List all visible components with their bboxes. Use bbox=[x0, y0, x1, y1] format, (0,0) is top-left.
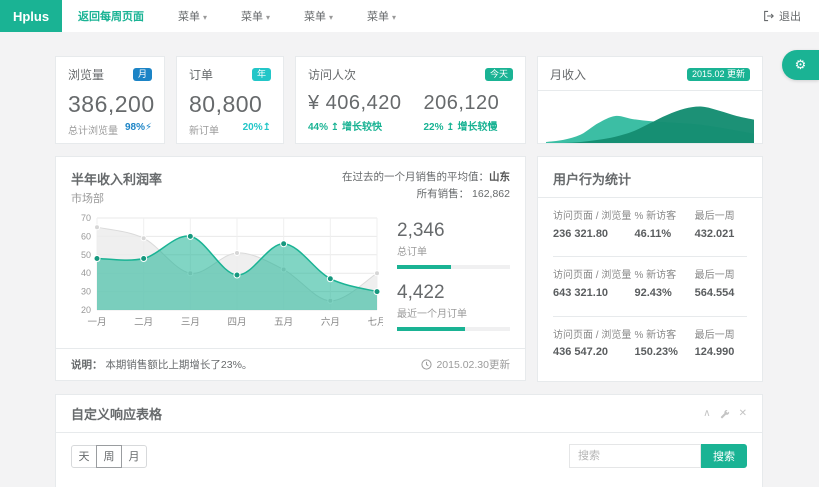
chevron-down-icon: ▾ bbox=[392, 13, 397, 22]
period-button-group: 天 周 月 bbox=[71, 444, 147, 468]
stat-card-orders: 订单 年 80,800 新订单 20%↥ bbox=[176, 56, 284, 144]
home-link[interactable]: 返回每周页面 bbox=[78, 11, 144, 23]
stat-card-visits: 访问人次 今天 ¥ 406,420 44% ↥ 增长较快 206,120 22%… bbox=[295, 56, 526, 144]
panel-subtitle: 市场部 bbox=[71, 193, 104, 205]
col-header-project: 项目 bbox=[56, 479, 424, 487]
profit-area-chart: 20 30 40 50 60 70 一月 二月 三月 四月 五月 六月 七月 bbox=[81, 213, 383, 328]
menu-dropdown-2[interactable]: 菜单 ▾ bbox=[241, 11, 271, 23]
col-header-task: 任务 bbox=[493, 479, 565, 487]
total-orders-progress bbox=[397, 265, 510, 269]
sign-out-icon bbox=[764, 10, 774, 22]
main-content: 浏览量 月 386,200 总计浏览量 98%⚡ 订单 年 80,800 新订单… bbox=[55, 56, 763, 487]
svg-text:70: 70 bbox=[81, 213, 91, 223]
behavior-row: 访问页面 / 浏览量 436 547.20 % 新访客 150.23% 最后一周 12… bbox=[553, 329, 735, 359]
card-title: 月收入 bbox=[550, 68, 587, 82]
income-area-chart bbox=[546, 106, 754, 143]
gear-icon: ⚙ bbox=[794, 57, 807, 72]
stat-card-monthly-income: 月收入 2015.02 更新 bbox=[537, 56, 763, 144]
col-header-progress: 进度 bbox=[423, 479, 494, 487]
total-orders-value: 2,346 bbox=[397, 220, 445, 241]
all-sales-label: 所有销售： bbox=[416, 187, 470, 200]
month-orders-progress bbox=[397, 327, 510, 331]
top-navbar: Hplus 返回每周页面 菜单 ▾ 菜单 ▾ 菜单 ▾ 菜单 ▾ 退出 bbox=[0, 0, 819, 32]
orders-value: 80,800 bbox=[189, 91, 263, 117]
note-text: 本期销售额比上期增长了23%。 bbox=[105, 359, 253, 371]
updated-timestamp: 2015.02.30更新 bbox=[436, 359, 510, 371]
svg-text:六月: 六月 bbox=[321, 316, 340, 328]
total-orders-label: 总订单 bbox=[397, 247, 427, 258]
logout-button[interactable]: 退出 bbox=[779, 11, 801, 23]
period-badge: 今天 bbox=[484, 68, 513, 81]
visits-count-value: 206,120 bbox=[423, 92, 500, 114]
user-behavior-panel: 用户行为统计 访问页面 / 浏览量 236 321.80 % 新访客 46.11% … bbox=[537, 156, 763, 383]
level-up-icon: ↥ bbox=[330, 122, 340, 133]
chevron-down-icon: ▾ bbox=[203, 13, 208, 22]
pageviews-value: 386,200 bbox=[68, 91, 155, 117]
updated-badge: 2015.02 更新 bbox=[686, 68, 750, 81]
collapse-icon[interactable]: ∧ bbox=[703, 408, 711, 420]
card-title: 浏览量 bbox=[68, 68, 105, 82]
theme-config-button[interactable]: ⚙ bbox=[782, 50, 819, 80]
clock-icon bbox=[421, 359, 433, 370]
wrench-icon[interactable] bbox=[720, 409, 730, 419]
panel-title: 半年收入利润率 bbox=[71, 172, 163, 187]
svg-text:四月: 四月 bbox=[227, 317, 246, 328]
pageviews-percent: 98% bbox=[124, 122, 145, 133]
close-icon[interactable]: ✕ bbox=[738, 408, 747, 420]
note-label: 说明： bbox=[71, 359, 103, 371]
chevron-down-icon: ▾ bbox=[329, 13, 334, 22]
svg-text:20: 20 bbox=[81, 305, 91, 315]
svg-text:七月: 七月 bbox=[367, 317, 383, 328]
custom-table-panel: 自定义响应表格 ∧ ✕ 天 周 月 搜索 bbox=[55, 394, 763, 487]
projects-table: 项目 进度 任务 日期 操作 米莫说 | MiMO Show bbox=[56, 479, 762, 487]
level-up-icon: ↥ bbox=[262, 122, 271, 133]
all-sales-value: 162,862 bbox=[472, 187, 510, 200]
month-orders-label: 最近一个月订单 bbox=[397, 309, 467, 320]
behavior-row: 访问页面 / 浏览量 236 321.80 % 新访客 46.11% 最后一周 432… bbox=[553, 198, 747, 258]
period-badge: 年 bbox=[251, 68, 271, 81]
behavior-row: 访问页面 / 浏览量 643 321.10 % 新访客 92.43% 最后一周 564… bbox=[553, 257, 747, 317]
pageviews-sub-label: 总计浏览量 bbox=[68, 126, 118, 137]
svg-text:40: 40 bbox=[81, 268, 91, 278]
svg-text:50: 50 bbox=[81, 250, 91, 260]
chevron-down-icon: ▾ bbox=[266, 13, 271, 22]
svg-text:三月: 三月 bbox=[181, 317, 200, 328]
brand-logo[interactable]: Hplus bbox=[0, 0, 62, 32]
month-orders-value: 4,422 bbox=[397, 282, 445, 303]
tab-week[interactable]: 周 bbox=[96, 444, 122, 468]
search-button[interactable]: 搜索 bbox=[701, 444, 747, 469]
nav-links: 返回每周页面 菜单 ▾ 菜单 ▾ 菜单 ▾ 菜单 ▾ bbox=[62, 0, 396, 32]
visits-amount-value: ¥ 406,420 bbox=[308, 92, 402, 114]
svg-text:二月: 二月 bbox=[134, 317, 153, 328]
card-title: 订单 bbox=[189, 68, 214, 82]
orders-sub-label: 新订单 bbox=[189, 126, 219, 137]
search-input[interactable] bbox=[569, 444, 701, 469]
svg-text:五月: 五月 bbox=[274, 317, 293, 328]
col-header-action: 操作 bbox=[684, 479, 762, 487]
card-title: 访问人次 bbox=[308, 68, 357, 82]
svg-text:60: 60 bbox=[81, 231, 91, 241]
tab-month[interactable]: 月 bbox=[121, 444, 147, 468]
svg-text:30: 30 bbox=[81, 287, 91, 297]
menu-dropdown-4[interactable]: 菜单 ▾ bbox=[367, 11, 397, 23]
level-up-icon: ↥ bbox=[446, 122, 455, 133]
panel-title: 用户行为统计 bbox=[538, 169, 762, 198]
tab-day[interactable]: 天 bbox=[71, 444, 97, 468]
panel-title: 自定义响应表格 bbox=[71, 407, 163, 423]
menu-dropdown-3[interactable]: 菜单 ▾ bbox=[304, 11, 334, 23]
orders-percent: 20% bbox=[242, 122, 263, 133]
avg-sales-value: 山东 bbox=[489, 171, 510, 183]
income-profit-panel: 半年收入利润率 市场部 在过去的一个月销售的平均值：山东 所有销售： 162,8… bbox=[55, 156, 526, 381]
svg-text:一月: 一月 bbox=[87, 317, 106, 328]
stat-card-pageviews: 浏览量 月 386,200 总计浏览量 98%⚡ bbox=[55, 56, 165, 144]
period-badge: 月 bbox=[132, 68, 152, 81]
bolt-icon: ⚡ bbox=[144, 122, 152, 133]
menu-dropdown-1[interactable]: 菜单 ▾ bbox=[178, 11, 208, 23]
col-header-date: 日期 bbox=[564, 479, 685, 487]
avg-sales-label: 在过去的一个月销售的平均值： bbox=[342, 171, 489, 183]
